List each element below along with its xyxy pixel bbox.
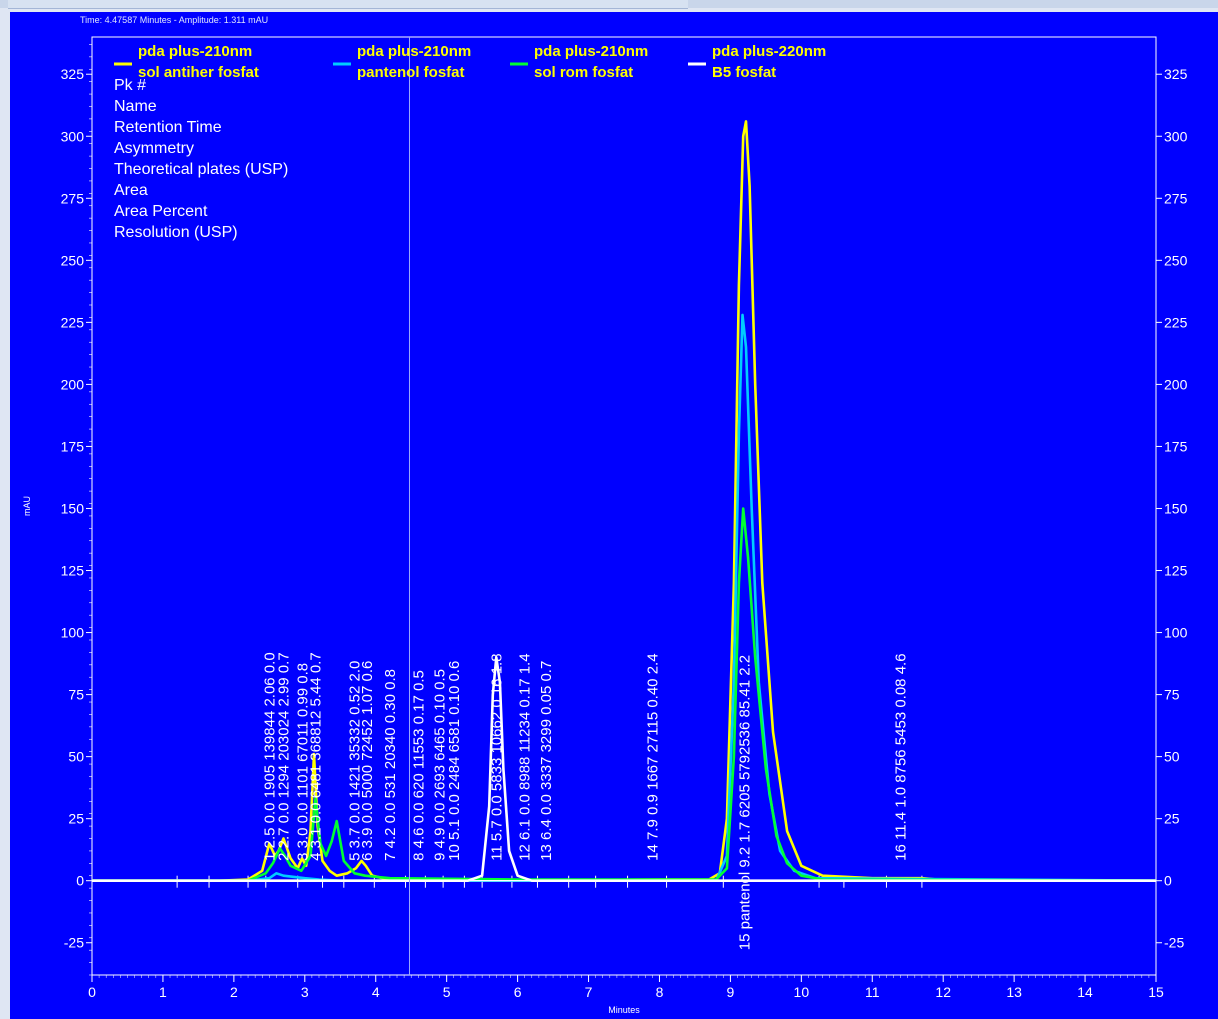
legend-entry-line1: pda plus-210nm [534,43,648,60]
result-field-label: Asymmetry [114,140,194,157]
y-tick-label-right: 100 [1164,625,1188,641]
result-field-label: Area [114,182,148,199]
peak-annotation: 10 5.1 0.0 2484 6581 0.10 0.6 [446,661,463,861]
y-tick-label-left: 75 [68,687,84,703]
y-tick-label-left: 175 [61,438,85,454]
result-field-label: Name [114,98,157,115]
x-tick-label: 5 [443,984,451,1000]
legend-entry-line1: pda plus-210nm [138,43,252,60]
x-tick-label: 10 [794,984,810,1000]
x-tick-label: 7 [585,984,593,1000]
y-tick-label-right: 150 [1164,500,1188,516]
y-tick-label-left: 250 [61,252,85,268]
y-tick-label-right: 275 [1164,190,1188,206]
y-tick-label-left: 100 [61,625,85,641]
x-tick-label: 14 [1077,984,1093,1000]
x-tick-label: 0 [88,984,96,1000]
chromatogram-plot-area[interactable]: -25 -25 0 0 25 25 50 50 75 75 100 100 125 125 150 150 17… [10,12,1218,1019]
x-tick-label: 2 [230,984,238,1000]
result-field-label: Theoretical plates (USP) [114,161,288,178]
y-tick-label-right: 175 [1164,438,1188,454]
series-line-3 [92,507,1157,882]
y-tick-label-right: 225 [1164,314,1188,330]
legend-entry-line2: pantenol fosfat [357,64,465,81]
y-tick-label-right: 325 [1164,66,1188,82]
peak-annotation: 12 6.1 0.0 8988 11234 0.17 1.4 [517,653,534,860]
series-line-4 [92,656,1156,882]
y-tick-label-right: 75 [1164,687,1180,703]
peak-annotation: 3 3.0 0.0 1101 67011 0.99 0.8 [295,663,312,861]
x-tick-label: 3 [301,984,309,1000]
legend-entry-line2: sol antiher fosfat [138,64,259,81]
peak-annotation: 9 4.9 0.0 2693 6465 0.10 0.5 [432,669,449,861]
y-tick-label-left: 25 [68,811,84,827]
x-tick-label: 11 [865,984,880,1000]
window-title-bar [8,0,688,9]
x-tick-label: 8 [656,984,664,1000]
y-tick-label-right: 200 [1164,376,1188,392]
x-tick-label: 1 [159,984,167,1000]
legend-entry-line2: sol rom fosfat [534,64,633,81]
peak-annotation: 7 4.2 0.0 531 20340 0.30 0.8 [382,669,399,861]
peak-annotation: 8 4.6 0.0 620 11553 0.17 0.5 [410,670,427,861]
series-line-1 [92,120,1157,882]
y-tick-label-left: 50 [68,749,84,765]
y-tick-label-left: 300 [61,128,85,144]
legend-entry-line1: pda plus-210nm [357,43,471,60]
y-tick-label-left: 150 [61,500,85,516]
y-tick-label-left: 0 [76,873,84,889]
y-tick-label-left: 200 [61,376,85,392]
x-axis-title: Minutes [608,1005,640,1015]
y-tick-label-left: 275 [61,190,85,206]
x-tick-label: 12 [935,984,951,1000]
x-tick-label: 9 [727,984,735,1000]
y-tick-label-right: -25 [1164,935,1184,951]
x-tick-label: 4 [372,984,380,1000]
cursor-status-readout: Time: 4.47587 Minutes - Amplitude: 1.311… [80,15,269,25]
y-tick-label-right: 50 [1164,749,1180,765]
peak-annotation: 6 3.9 0.0 5000 72452 1.07 0.6 [359,661,376,861]
x-tick-label: 13 [1006,984,1022,1000]
y-tick-label-right: 25 [1164,811,1180,827]
x-tick-label: 6 [514,984,522,1000]
y-axis-title: mAU [22,496,32,516]
y-tick-label-left: -25 [64,935,84,951]
peak-annotation: 16 11.4 1.0 8756 5453 0.08 4.6 [893,653,910,860]
series-line-2 [92,313,1157,882]
peak-annotation: 1 2.5 0.0 1905 139844 2.06 0.0 [261,652,278,861]
y-tick-label-right: 125 [1164,563,1188,579]
peak-annotation: 14 7.9 0.9 1667 27115 0.40 2.4 [644,653,661,860]
result-field-label: Pk # [114,77,146,94]
peak-annotation: 5 3.7 0.0 1421 35332 0.52 2.0 [346,661,363,861]
peak-annotation: 15 pantenol 9.2 1.7 6205 5792536 85.41 2… [737,655,754,950]
result-field-label: Resolution (USP) [114,224,238,241]
peak-annotation: 13 6.4 0.0 3337 3299 0.05 0.7 [538,661,555,861]
y-tick-label-right: 0 [1164,873,1172,889]
y-tick-label-left: 225 [61,314,85,330]
y-tick-label-left: 325 [61,66,85,82]
legend-entry-line2: B5 fosfat [712,64,776,81]
peak-annotation: 11 5.7 0.0 5833 10662 0.16 1.8 [488,653,505,860]
x-tick-label: 15 [1148,984,1164,1000]
y-tick-label-left: 125 [61,563,85,579]
peak-annotation: 4 3.1 0.0 6481 368812 5.44 0.7 [307,652,324,861]
y-tick-label-right: 300 [1164,128,1188,144]
result-field-label: Area Percent [114,203,208,220]
peak-annotation: 2 2.7 0.0 1294 203024 2.99 0.7 [276,652,293,861]
result-field-label: Retention Time [114,119,222,136]
legend-entry-line1: pda plus-220nm [712,43,826,60]
y-tick-label-right: 250 [1164,252,1188,268]
